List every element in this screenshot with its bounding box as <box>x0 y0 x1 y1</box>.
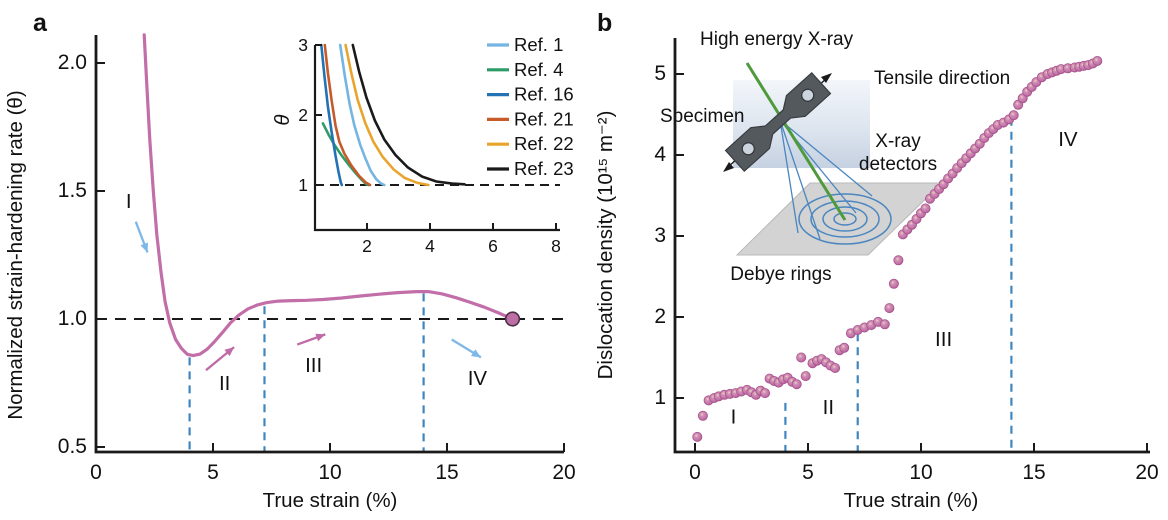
axis-spines <box>313 45 560 232</box>
dislocation-density-point <box>800 371 811 382</box>
panel-a-letter: a <box>33 9 48 37</box>
panel-b-yaxis-title: Dislocation density (10¹⁵ m⁻²) <box>594 111 617 380</box>
x-tick-label: 5 <box>207 461 219 484</box>
annotation-arrowhead <box>224 347 235 357</box>
y-tick-label: 5 <box>654 62 666 85</box>
xray-schematic: High energy X-ray Tensile direction Spec… <box>660 29 1010 285</box>
stage-label-iv: IV <box>468 367 488 390</box>
inset-curve-ref21 <box>323 43 372 187</box>
dislocation-density-point <box>697 410 708 421</box>
panel-a-xaxis-title: True strain (%) <box>263 489 398 512</box>
dislocation-density-point <box>879 319 890 330</box>
legend-label: Ref. 22 <box>514 133 574 154</box>
stage-label-iv: IV <box>1058 128 1078 151</box>
annotation-arrowhead <box>471 349 481 358</box>
debye-rings-label: Debye rings <box>730 264 831 285</box>
dislocation-density-point <box>893 255 904 266</box>
legend-label: Ref. 21 <box>514 108 574 129</box>
dislocation-density-point <box>1092 56 1103 67</box>
y-tick-label: 2 <box>298 105 308 125</box>
x-tick-label: 15 <box>435 461 458 484</box>
x-tick-label: 4 <box>425 236 435 256</box>
xray-detectors-label-line1: X-ray <box>875 131 921 152</box>
x-tick-label: 20 <box>552 461 575 484</box>
y-tick-label: 3 <box>298 35 308 55</box>
legend-label: Ref. 4 <box>514 59 563 80</box>
legend-label: Ref. 1 <box>514 34 563 55</box>
tensile-direction-label: Tensile direction <box>874 68 1010 89</box>
dislocation-density-point <box>791 379 802 390</box>
stage-label-i: I <box>126 190 132 213</box>
y-tick-label: 2 <box>654 305 666 328</box>
x-tick-label: 0 <box>90 461 102 484</box>
dislocation-density-point <box>796 352 807 363</box>
y-tick-label: 1 <box>298 175 308 195</box>
annotation-arrowhead <box>140 242 148 253</box>
x-tick-label: 6 <box>488 236 498 256</box>
x-tick-label: 5 <box>802 461 814 484</box>
curve-end-marker <box>504 311 521 327</box>
legend-label: Ref. 23 <box>514 158 574 179</box>
annotation-arrowhead <box>315 333 326 342</box>
x-tick-label: 8 <box>551 236 561 256</box>
x-tick-label: 2 <box>362 236 372 256</box>
dislocation-density-point <box>1008 110 1019 121</box>
x-tick-label: 20 <box>1135 461 1158 484</box>
panel-b-letter: b <box>597 9 612 37</box>
stage-label-ii: II <box>823 396 834 419</box>
dislocation-density-point <box>920 203 931 214</box>
y-tick-label: 1 <box>654 386 666 409</box>
high-energy-xray-label: High energy X-ray <box>700 29 854 50</box>
x-tick-label: 10 <box>909 461 932 484</box>
x-tick-label: 0 <box>689 461 701 484</box>
debye-rings-graphic <box>798 193 892 245</box>
axis-spines <box>673 38 1150 454</box>
xray-beam <box>745 62 847 221</box>
x-tick-label: 15 <box>1022 461 1045 484</box>
dislocation-density-point <box>839 342 850 353</box>
stage-label-iii: III <box>935 328 952 351</box>
y-tick-label: 2.0 <box>58 51 87 74</box>
xray-detectors-label-line2: detectors <box>859 154 937 175</box>
dislocation-density-point <box>888 278 899 289</box>
specimen-label: Specimen <box>660 106 745 127</box>
stage-label-ii: II <box>219 372 230 395</box>
y-tick-label: 3 <box>654 224 666 247</box>
inset-curve-ref23 <box>351 43 466 186</box>
inset-yaxis-title: θ <box>271 114 294 125</box>
inset-curve-ref16 <box>320 43 344 187</box>
y-tick-label: 1.0 <box>58 307 87 330</box>
dislocation-density-point <box>884 303 895 314</box>
panel-a-yaxis-title: Normalized strain-hardening rate (θ) <box>4 90 27 419</box>
dislocation-density-point <box>692 431 703 442</box>
stage-label-i: I <box>731 406 737 429</box>
strain-hardening-curve <box>142 33 515 358</box>
panel-b-xaxis-title: True strain (%) <box>844 489 979 512</box>
x-tick-label: 10 <box>318 461 341 484</box>
y-tick-label: 4 <box>654 143 666 166</box>
dislocation-density-point <box>830 362 841 373</box>
y-tick-label: 0.5 <box>58 435 87 458</box>
inset-curve-ref1 <box>338 43 386 187</box>
dislocation-density-point <box>760 388 771 399</box>
stage-label-iii: III <box>305 354 322 377</box>
legend-label: Ref. 16 <box>514 84 574 105</box>
specimen-graphic <box>724 71 832 173</box>
y-tick-label: 1.5 <box>58 179 87 202</box>
inset-curve-ref22 <box>344 43 430 187</box>
